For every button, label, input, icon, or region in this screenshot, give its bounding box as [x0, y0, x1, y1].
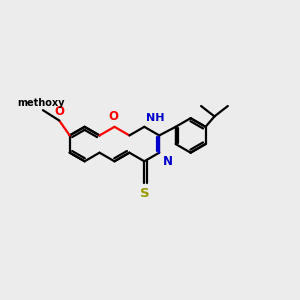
Text: methoxy: methoxy [18, 98, 65, 108]
Text: N: N [163, 155, 173, 168]
Text: S: S [140, 187, 149, 200]
Text: NH: NH [146, 113, 164, 123]
Text: O: O [54, 105, 64, 118]
Text: O: O [108, 110, 118, 123]
